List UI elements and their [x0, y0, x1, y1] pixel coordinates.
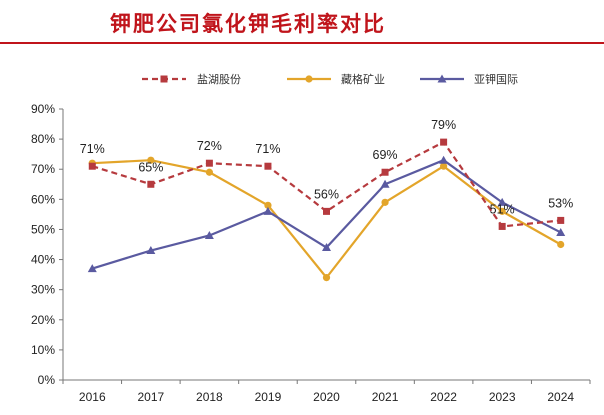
data-point-1: [440, 162, 448, 170]
y-tick-label: 0%: [38, 373, 56, 387]
data-point-1: [147, 156, 155, 164]
y-tick-label: 20%: [31, 313, 55, 327]
data-point-1: [205, 168, 213, 176]
x-tick-label: 2022: [430, 390, 457, 404]
x-tick-label: 2016: [79, 390, 106, 404]
y-tick-label: 70%: [31, 162, 55, 176]
data-label: 72%: [197, 139, 222, 153]
data-point-0: [88, 162, 96, 170]
data-point-2: [263, 206, 273, 215]
data-point-2: [439, 155, 449, 164]
legend-marker-1: [305, 75, 313, 83]
x-tick-label: 2023: [489, 390, 516, 404]
x-tick-label: 2019: [255, 390, 282, 404]
legend-marker-2: [437, 74, 447, 83]
data-label: 69%: [373, 148, 398, 162]
data-point-2: [204, 230, 214, 239]
data-point-0: [381, 168, 389, 176]
legend-label-0: 盐湖股份: [197, 73, 241, 86]
series-line-0: [91, 141, 561, 228]
data-point-1: [557, 240, 565, 249]
data-point-1: [381, 198, 389, 206]
data-label: 65%: [138, 160, 163, 174]
x-tick-label: 2017: [137, 390, 164, 404]
data-label: 51%: [490, 202, 515, 216]
legend-marker-0: [160, 75, 168, 83]
series-line-1: [92, 159, 562, 279]
data-point-1: [264, 201, 272, 209]
data-label: 71%: [255, 142, 280, 156]
chart-title: 钾肥公司氯化钾毛利率对比: [110, 11, 386, 36]
data-point-1: [498, 207, 506, 215]
title-rule: [0, 42, 604, 44]
x-tick-label: 2024: [547, 390, 574, 404]
data-label: 53%: [548, 196, 573, 210]
data-point-1: [322, 274, 331, 282]
data-point-0: [440, 138, 448, 146]
data-point-0: [498, 222, 506, 230]
data-label: 79%: [431, 118, 456, 132]
data-label: 71%: [80, 142, 105, 156]
data-point-0: [557, 216, 565, 224]
y-tick-label: 30%: [31, 283, 55, 297]
legend-label-1: 藏格矿业: [341, 72, 385, 86]
data-point-2: [322, 243, 331, 252]
x-tick-label: 2018: [196, 390, 223, 404]
data-point-0: [205, 159, 213, 167]
data-point-2: [380, 179, 390, 188]
y-tick-label: 50%: [31, 222, 55, 236]
y-tick-label: 80%: [31, 132, 55, 146]
data-point-2: [146, 246, 156, 255]
y-tick-label: 10%: [31, 343, 55, 357]
legend-label-2: 亚钾国际: [474, 72, 518, 86]
data-point-2: [556, 227, 566, 236]
data-point-0: [323, 207, 330, 215]
data-label: 56%: [314, 187, 339, 201]
data-point-0: [264, 162, 272, 170]
x-tick-label: 2020: [313, 390, 340, 404]
y-tick-label: 90%: [31, 102, 55, 116]
y-tick-label: 40%: [31, 253, 55, 267]
y-tick-label: 60%: [31, 192, 55, 206]
data-point-2: [497, 197, 507, 206]
data-point-2: [87, 264, 97, 273]
x-tick-label: 2021: [372, 390, 399, 404]
data-point-0: [147, 180, 155, 188]
